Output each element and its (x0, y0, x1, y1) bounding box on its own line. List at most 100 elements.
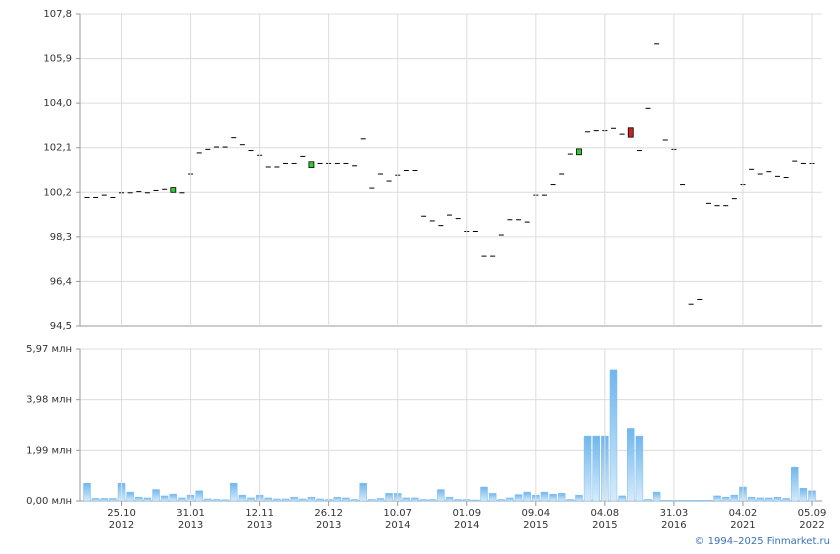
candle (576, 148, 582, 156)
y-tick-label: 0,00 млн (26, 496, 72, 507)
x-tick-label: 2016 (661, 520, 686, 531)
volume-bar (523, 491, 531, 502)
x-tick-label: 2013 (178, 520, 203, 531)
volume-bar (135, 496, 143, 502)
candle (774, 175, 780, 177)
candle (757, 173, 763, 175)
candle (300, 155, 306, 157)
volume-bar (497, 499, 506, 502)
candle (619, 133, 625, 135)
candle (447, 214, 452, 216)
candle (386, 180, 392, 182)
volume-bar (506, 497, 514, 502)
volume-bar (100, 498, 109, 502)
candle (697, 299, 703, 301)
volume-bar (229, 482, 238, 502)
volume-bar (557, 493, 566, 502)
volume-bar (747, 496, 756, 502)
candle (731, 198, 737, 200)
volume-bar (247, 497, 255, 502)
candle (783, 177, 789, 179)
volume-bar (713, 495, 721, 502)
candle (541, 194, 547, 196)
candle (662, 139, 668, 141)
x-tick-label: 2022 (799, 520, 824, 531)
candle (593, 130, 599, 132)
credit[interactable]: © 1994–2025 Finmarket.ru (694, 536, 830, 547)
candle (524, 221, 530, 223)
y-tick-label: 102,1 (43, 143, 72, 154)
candle (490, 255, 496, 257)
candle (567, 153, 573, 155)
candle (84, 196, 90, 198)
candle (429, 220, 435, 222)
candle (645, 107, 651, 109)
volume-bar (652, 491, 661, 502)
volume-bar (575, 494, 583, 502)
volume-bar (385, 493, 393, 502)
volume-bar (730, 494, 739, 502)
candle (110, 196, 116, 198)
candle (705, 202, 711, 204)
volume-bar (368, 499, 376, 502)
volume-bar (411, 497, 419, 502)
x-tick-label: 10.07 (383, 508, 412, 519)
x-tick-label: 2014 (454, 520, 479, 531)
candle (412, 170, 418, 171)
y-tick-label: 98,3 (50, 232, 72, 243)
candle (248, 150, 254, 152)
candle (274, 166, 280, 168)
candle (438, 225, 444, 227)
volume-bar (281, 498, 290, 502)
volume-bar (488, 493, 497, 502)
volume-bar (359, 482, 367, 502)
candle (136, 191, 142, 193)
volume-bar (635, 435, 644, 502)
volume-bar (627, 428, 635, 502)
candle (749, 168, 755, 170)
candle (360, 138, 366, 140)
x-tick-label: 31.03 (660, 508, 689, 519)
volume-bar (178, 497, 186, 502)
candle (213, 146, 219, 148)
volume-bar (290, 496, 298, 502)
volume-bar (204, 498, 212, 502)
candle (93, 196, 99, 198)
volume-bar (540, 491, 549, 502)
y-tick-label: 100,2 (43, 187, 72, 198)
volume-bar (566, 499, 575, 502)
candle (377, 173, 383, 175)
candle (283, 162, 289, 164)
candle (680, 184, 686, 186)
candle (654, 43, 660, 45)
volume-bar (437, 489, 445, 502)
x-tick-label: 12.11 (245, 508, 274, 519)
volume-bar (264, 497, 272, 502)
volume-bar (773, 496, 782, 502)
candle (231, 137, 237, 139)
candle (170, 187, 177, 193)
y-tick-label: 96,4 (50, 276, 72, 287)
volume-bar (307, 496, 316, 502)
candle (610, 127, 616, 129)
volume-bar (419, 499, 428, 502)
candle (714, 205, 720, 207)
candle (800, 162, 806, 164)
volume-bar (376, 498, 385, 502)
candle (369, 187, 375, 189)
y-tick-label: 94,5 (50, 321, 72, 332)
candle (317, 162, 323, 164)
x-tick-label: 2012 (109, 520, 134, 531)
candle (196, 152, 202, 154)
volume-bar (609, 369, 618, 502)
volume-bar (644, 499, 652, 502)
candle (498, 234, 504, 236)
volume-bar (402, 497, 411, 502)
volume-bar (549, 493, 557, 502)
candle (481, 255, 487, 257)
volume-bar (471, 499, 480, 502)
volume-bar (592, 435, 600, 502)
candle (688, 303, 694, 305)
candle (792, 160, 798, 162)
